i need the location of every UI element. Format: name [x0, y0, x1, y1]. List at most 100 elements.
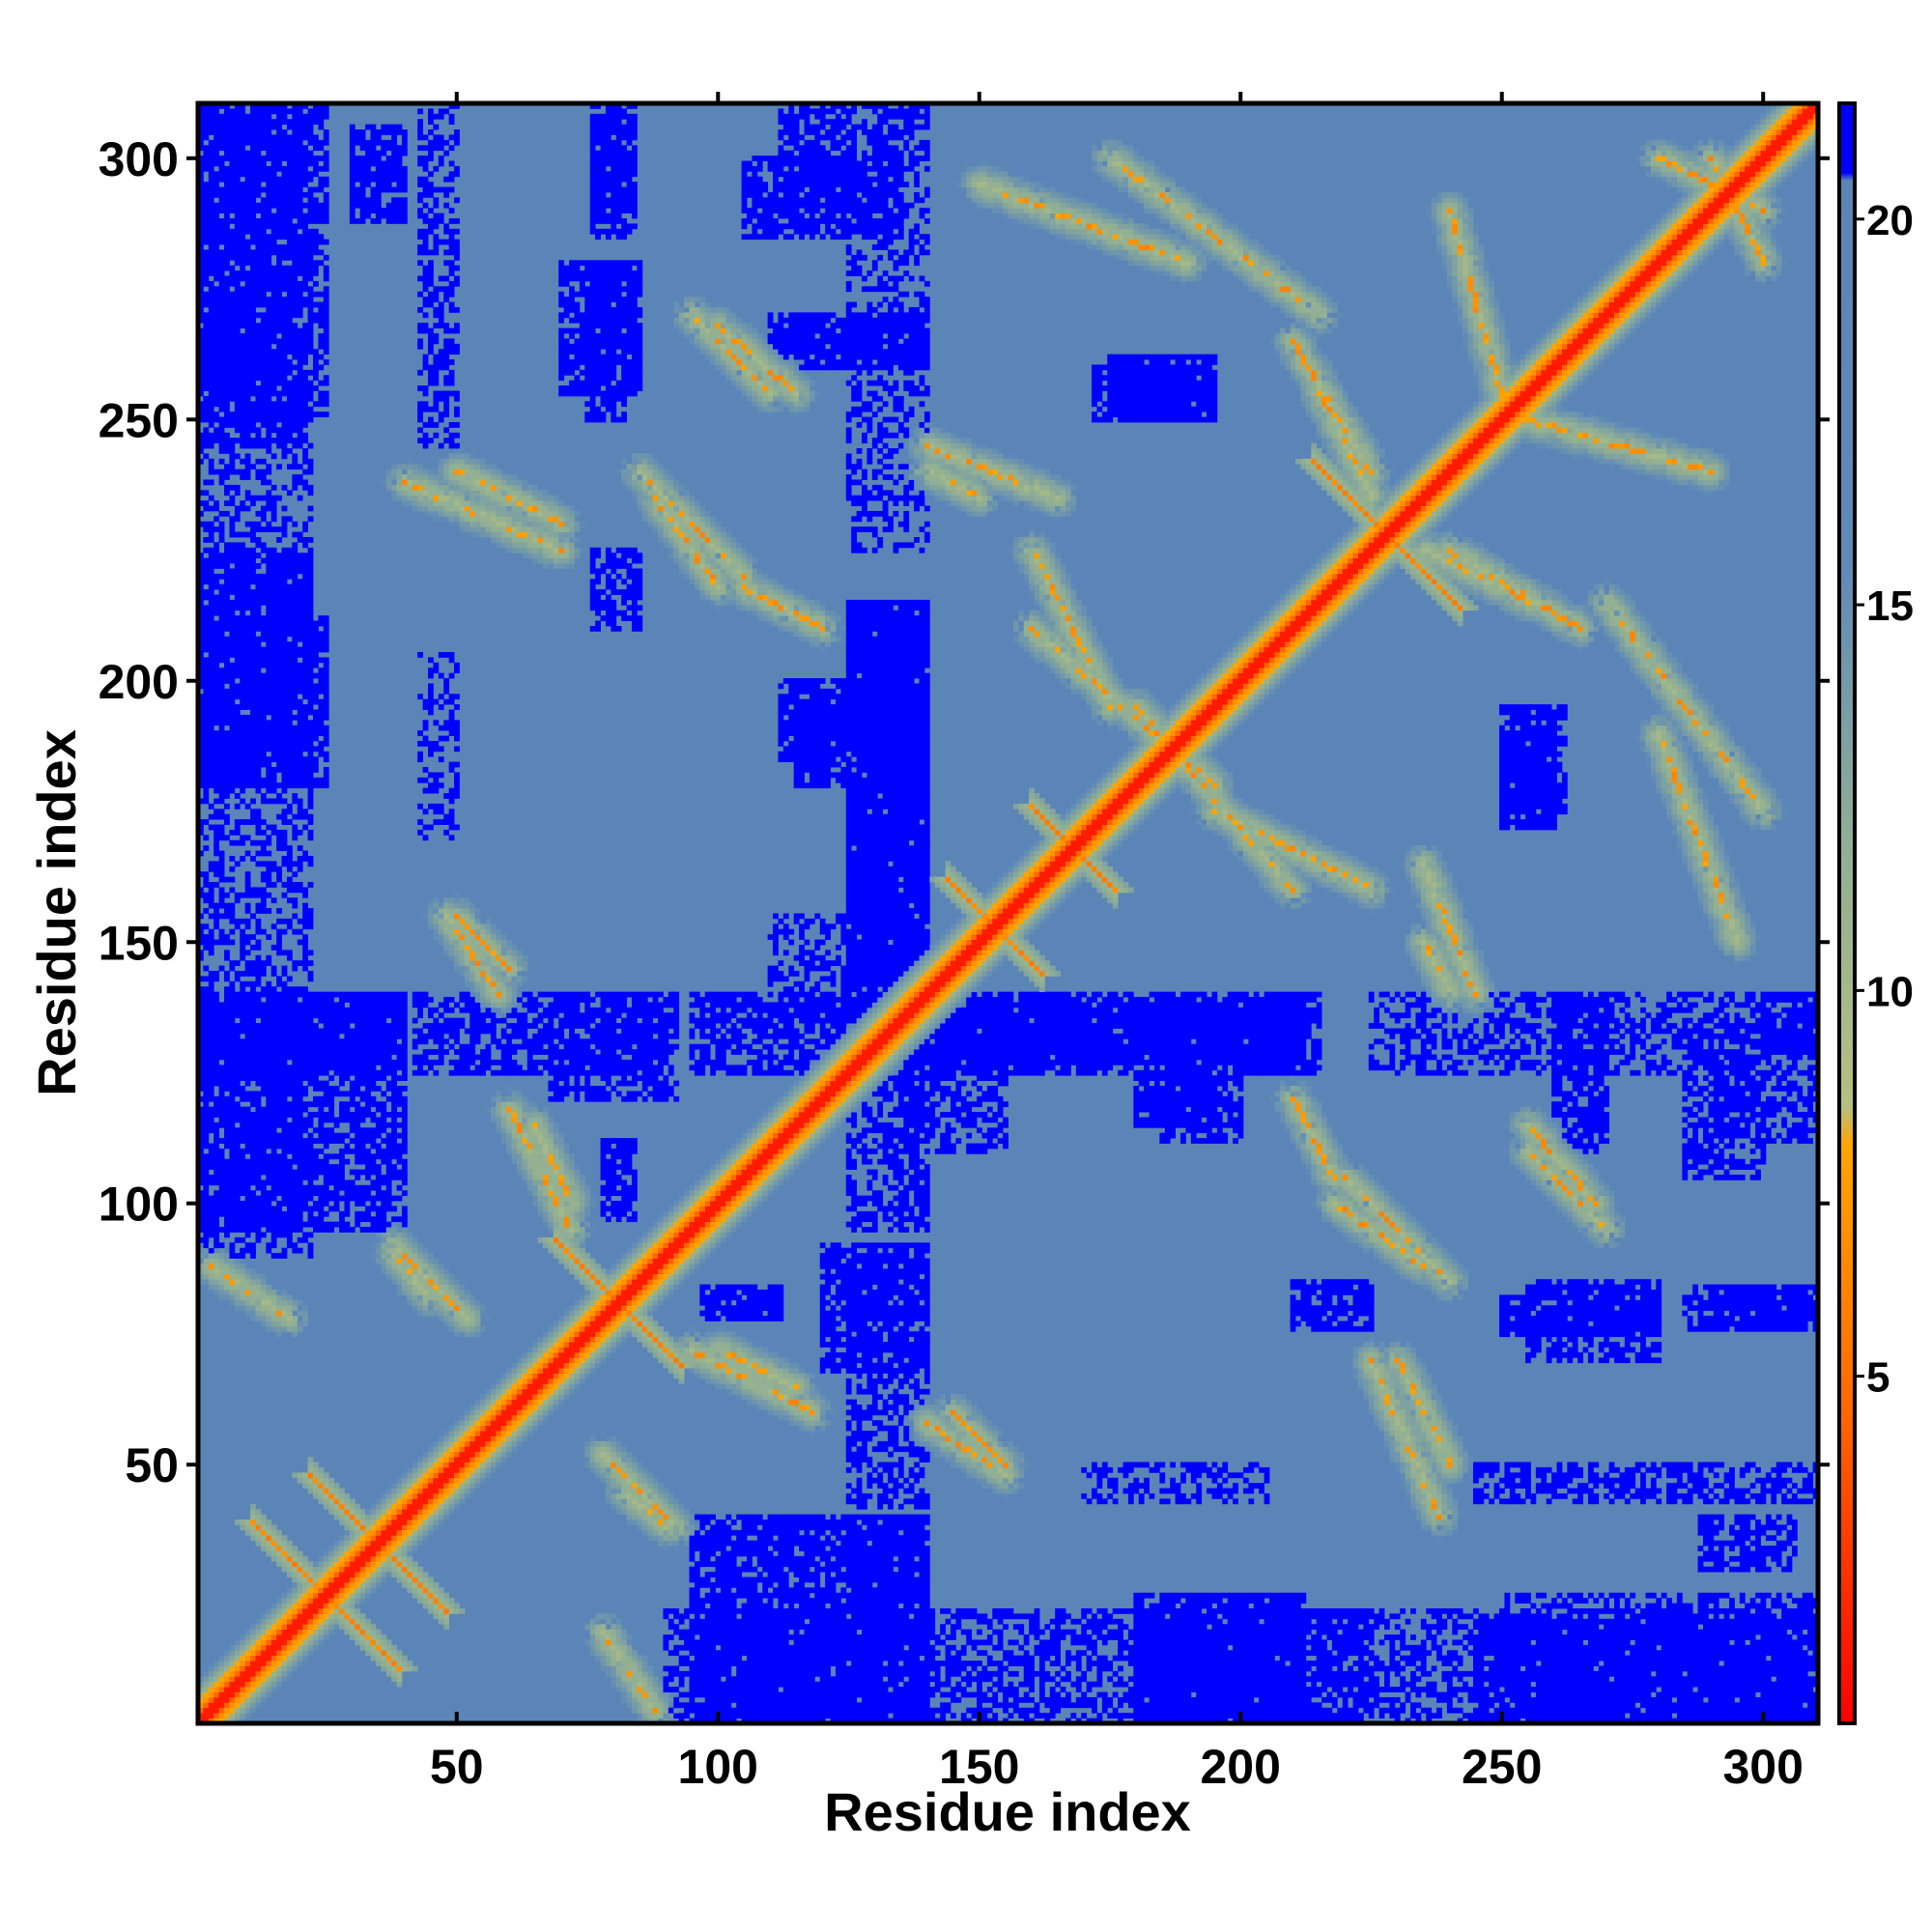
heatmap-cell: [224, 1038, 230, 1045]
heatmap-cell: [307, 678, 314, 684]
heatmap-cell: [234, 704, 241, 710]
heatmap-cell: [244, 1195, 251, 1202]
heatmap-cell: [302, 1613, 308, 1620]
heatmap-cell: [297, 176, 303, 183]
heatmap-cell: [286, 882, 293, 888]
heatmap-cell: [229, 1702, 236, 1709]
heatmap-cell: [208, 186, 214, 193]
heatmap-cell: [198, 297, 204, 302]
heatmap-cell: [276, 1665, 282, 1672]
heatmap-cell: [292, 395, 298, 402]
heatmap-cell: [318, 306, 325, 313]
heatmap-cell: [339, 1069, 345, 1076]
heatmap-cell: [313, 1075, 319, 1082]
heatmap-cell: [318, 1210, 325, 1217]
heatmap-cell: [218, 364, 225, 371]
heatmap-cell: [286, 777, 293, 783]
heatmap-cell: [224, 448, 230, 454]
heatmap-cell: [333, 1566, 340, 1573]
heatmap-cell: [240, 579, 246, 585]
heatmap-cell: [203, 1242, 210, 1249]
heatmap-cell: [229, 113, 236, 120]
heatmap-cell: [276, 1086, 282, 1092]
heatmap-cell: [313, 1184, 319, 1191]
heatmap-cell: [244, 333, 251, 339]
heatmap-cell: [255, 960, 262, 966]
heatmap-cell: [297, 1477, 303, 1484]
heatmap-cell: [198, 134, 204, 141]
heatmap-cell: [218, 782, 225, 789]
heatmap-cell: [297, 223, 303, 230]
heatmap-cell: [218, 563, 225, 569]
heatmap-cell: [255, 297, 262, 302]
heatmap-cell: [276, 291, 282, 298]
heatmap-cell: [328, 1190, 335, 1197]
heatmap-cell: [244, 1127, 251, 1134]
heatmap-cell: [276, 317, 282, 324]
heatmap-cell: [286, 997, 293, 1003]
heatmap-cell: [218, 197, 225, 204]
heatmap-cell: [318, 777, 325, 783]
heatmap-cell: [266, 390, 272, 397]
heatmap-cell: [276, 1555, 282, 1562]
heatmap-cell: [302, 1184, 308, 1191]
heatmap-cell: [218, 631, 225, 638]
heatmap-cell: [302, 939, 308, 946]
heatmap-cell: [244, 934, 251, 940]
heatmap-cell: [250, 1524, 256, 1531]
heatmap-cell: [244, 782, 251, 789]
heatmap-cell: [281, 103, 288, 109]
heatmap-cell: [302, 850, 308, 857]
heatmap-cell: [260, 124, 267, 130]
heatmap-cell: [292, 887, 298, 894]
heatmap-cell: [224, 1681, 230, 1688]
heatmap-cell: [198, 354, 204, 360]
heatmap-cell: [234, 1650, 241, 1657]
heatmap-cell: [260, 495, 267, 501]
heatmap-cell: [270, 730, 277, 736]
heatmap-cell: [224, 103, 230, 109]
heatmap-cell: [323, 380, 329, 386]
heatmap-cell: [208, 458, 214, 465]
heatmap-cell: [218, 234, 225, 241]
heatmap-cell: [270, 150, 277, 156]
heatmap-cell: [276, 390, 282, 397]
heatmap-cell: [224, 490, 230, 497]
heatmap-cell: [313, 202, 319, 209]
heatmap-cell: [224, 1184, 230, 1191]
heatmap-cell: [307, 594, 314, 601]
heatmap-cell: [286, 1216, 293, 1223]
heatmap-cell: [270, 1122, 277, 1128]
heatmap-cell: [198, 186, 204, 193]
heatmap-cell: [323, 1017, 329, 1024]
heatmap-cell: [198, 103, 204, 109]
heatmap-cell: [213, 1707, 220, 1714]
heatmap-cell: [307, 657, 314, 664]
heatmap-cell: [281, 301, 288, 308]
heatmap-cell: [213, 971, 220, 977]
heatmap-cell: [313, 1043, 319, 1050]
heatmap-cell: [255, 119, 262, 126]
heatmap-cell: [229, 1132, 236, 1139]
heatmap-cell: [198, 1117, 204, 1123]
heatmap-cell: [286, 845, 293, 851]
heatmap-cell: [307, 1059, 314, 1065]
heatmap-cell: [224, 1075, 230, 1082]
heatmap-cell: [270, 1546, 277, 1551]
heatmap-cell: [302, 1305, 308, 1312]
heatmap-cell: [328, 1587, 335, 1594]
heatmap-cell: [198, 113, 204, 120]
heatmap-cell: [260, 625, 267, 632]
heatmap-cell: [208, 239, 214, 245]
heatmap-cell: [270, 1644, 277, 1651]
heatmap-cell: [292, 824, 298, 831]
heatmap-cell: [266, 683, 272, 690]
heatmap-cell: [250, 1059, 256, 1065]
heatmap-cell: [240, 119, 246, 126]
heatmap-cell: [208, 652, 214, 658]
heatmap-cell: [218, 1210, 225, 1217]
heatmap-cell: [286, 464, 293, 470]
heatmap-cell: [302, 390, 308, 397]
heatmap-cell: [234, 646, 241, 653]
heatmap-cell: [229, 1670, 236, 1677]
